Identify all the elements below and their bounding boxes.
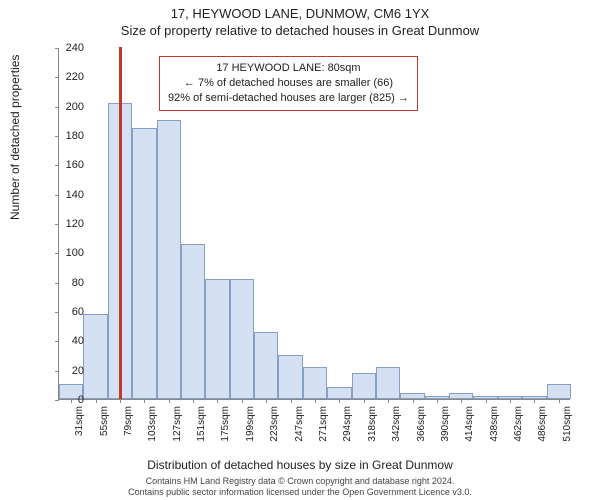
- y-axis-label: Number of detached properties: [8, 55, 22, 220]
- info-callout-line: 17 HEYWOOD LANE: 80sqm: [168, 61, 409, 76]
- x-tick: [96, 399, 97, 403]
- x-tick: [266, 399, 267, 403]
- page-title: 17, HEYWOOD LANE, DUNMOW, CM6 1YX: [0, 0, 600, 21]
- x-tick: [461, 399, 462, 403]
- histogram-bar: [278, 355, 302, 399]
- x-tick-label: 414sqm: [464, 406, 475, 442]
- attribution-text: Contains HM Land Registry data © Crown c…: [0, 476, 600, 500]
- y-tick-label: 200: [54, 101, 84, 113]
- histogram-bar: [230, 279, 254, 399]
- x-tick: [437, 399, 438, 403]
- attribution-line-1: Contains HM Land Registry data © Crown c…: [0, 476, 600, 487]
- x-axis-label: Distribution of detached houses by size …: [0, 458, 600, 472]
- x-tick: [193, 399, 194, 403]
- info-callout-line: 92% of semi-detached houses are larger (…: [168, 91, 409, 106]
- y-tick-label: 60: [54, 306, 84, 318]
- x-tick-label: 199sqm: [245, 406, 256, 442]
- x-tick-label: 247sqm: [294, 406, 305, 442]
- x-tick-label: 438sqm: [489, 406, 500, 442]
- histogram-bar: [303, 367, 327, 399]
- x-tick: [486, 399, 487, 403]
- y-tick-label: 80: [54, 277, 84, 289]
- x-tick: [120, 399, 121, 403]
- histogram-bar: [157, 120, 181, 399]
- histogram-bar: [327, 387, 351, 399]
- x-tick-label: 79sqm: [123, 406, 134, 436]
- x-tick: [364, 399, 365, 403]
- x-tick-label: 462sqm: [513, 406, 524, 442]
- x-tick: [534, 399, 535, 403]
- y-tick-label: 220: [54, 71, 84, 83]
- y-tick-label: 40: [54, 335, 84, 347]
- histogram-bar: [83, 314, 107, 399]
- x-tick: [510, 399, 511, 403]
- x-tick-label: 127sqm: [172, 406, 183, 442]
- x-tick: [315, 399, 316, 403]
- y-tick-label: 100: [54, 247, 84, 259]
- y-tick-label: 160: [54, 159, 84, 171]
- y-tick-label: 0: [54, 394, 84, 406]
- x-tick-label: 103sqm: [147, 406, 158, 442]
- property-marker-line: [119, 47, 122, 399]
- x-tick-label: 318sqm: [367, 406, 378, 442]
- x-tick: [242, 399, 243, 403]
- chart-plot-area: 31sqm55sqm79sqm103sqm127sqm151sqm175sqm1…: [58, 48, 570, 400]
- histogram-bar: [181, 244, 205, 399]
- x-tick: [144, 399, 145, 403]
- y-tick-label: 140: [54, 189, 84, 201]
- histogram-bar: [376, 367, 400, 399]
- x-tick: [169, 399, 170, 403]
- histogram-bar: [205, 279, 229, 399]
- y-tick-label: 20: [54, 365, 84, 377]
- x-tick-label: 510sqm: [562, 406, 573, 442]
- x-tick: [217, 399, 218, 403]
- x-tick-label: 55sqm: [99, 406, 110, 436]
- page-subtitle: Size of property relative to detached ho…: [0, 21, 600, 38]
- x-tick-label: 223sqm: [269, 406, 280, 442]
- x-tick: [413, 399, 414, 403]
- info-callout-box: 17 HEYWOOD LANE: 80sqm← 7% of detached h…: [159, 56, 418, 111]
- x-tick-label: 486sqm: [537, 406, 548, 442]
- histogram-bar: [254, 332, 278, 399]
- x-tick-label: 175sqm: [220, 406, 231, 442]
- histogram-bar: [547, 384, 571, 399]
- x-tick-label: 294sqm: [342, 406, 353, 442]
- x-tick: [388, 399, 389, 403]
- y-tick-label: 240: [54, 42, 84, 54]
- x-tick: [291, 399, 292, 403]
- x-tick-label: 271sqm: [318, 406, 329, 442]
- y-tick-label: 120: [54, 218, 84, 230]
- x-tick-label: 366sqm: [416, 406, 427, 442]
- histogram-bar: [132, 128, 156, 399]
- x-tick: [339, 399, 340, 403]
- x-tick-label: 342sqm: [391, 406, 402, 442]
- x-tick-label: 151sqm: [196, 406, 207, 442]
- x-tick-label: 31sqm: [74, 406, 85, 436]
- attribution-line-2: Contains public sector information licen…: [0, 487, 600, 498]
- histogram-bar: [352, 373, 376, 399]
- y-tick-label: 180: [54, 130, 84, 142]
- info-callout-line: ← 7% of detached houses are smaller (66): [168, 76, 409, 91]
- x-tick-label: 390sqm: [440, 406, 451, 442]
- x-tick: [559, 399, 560, 403]
